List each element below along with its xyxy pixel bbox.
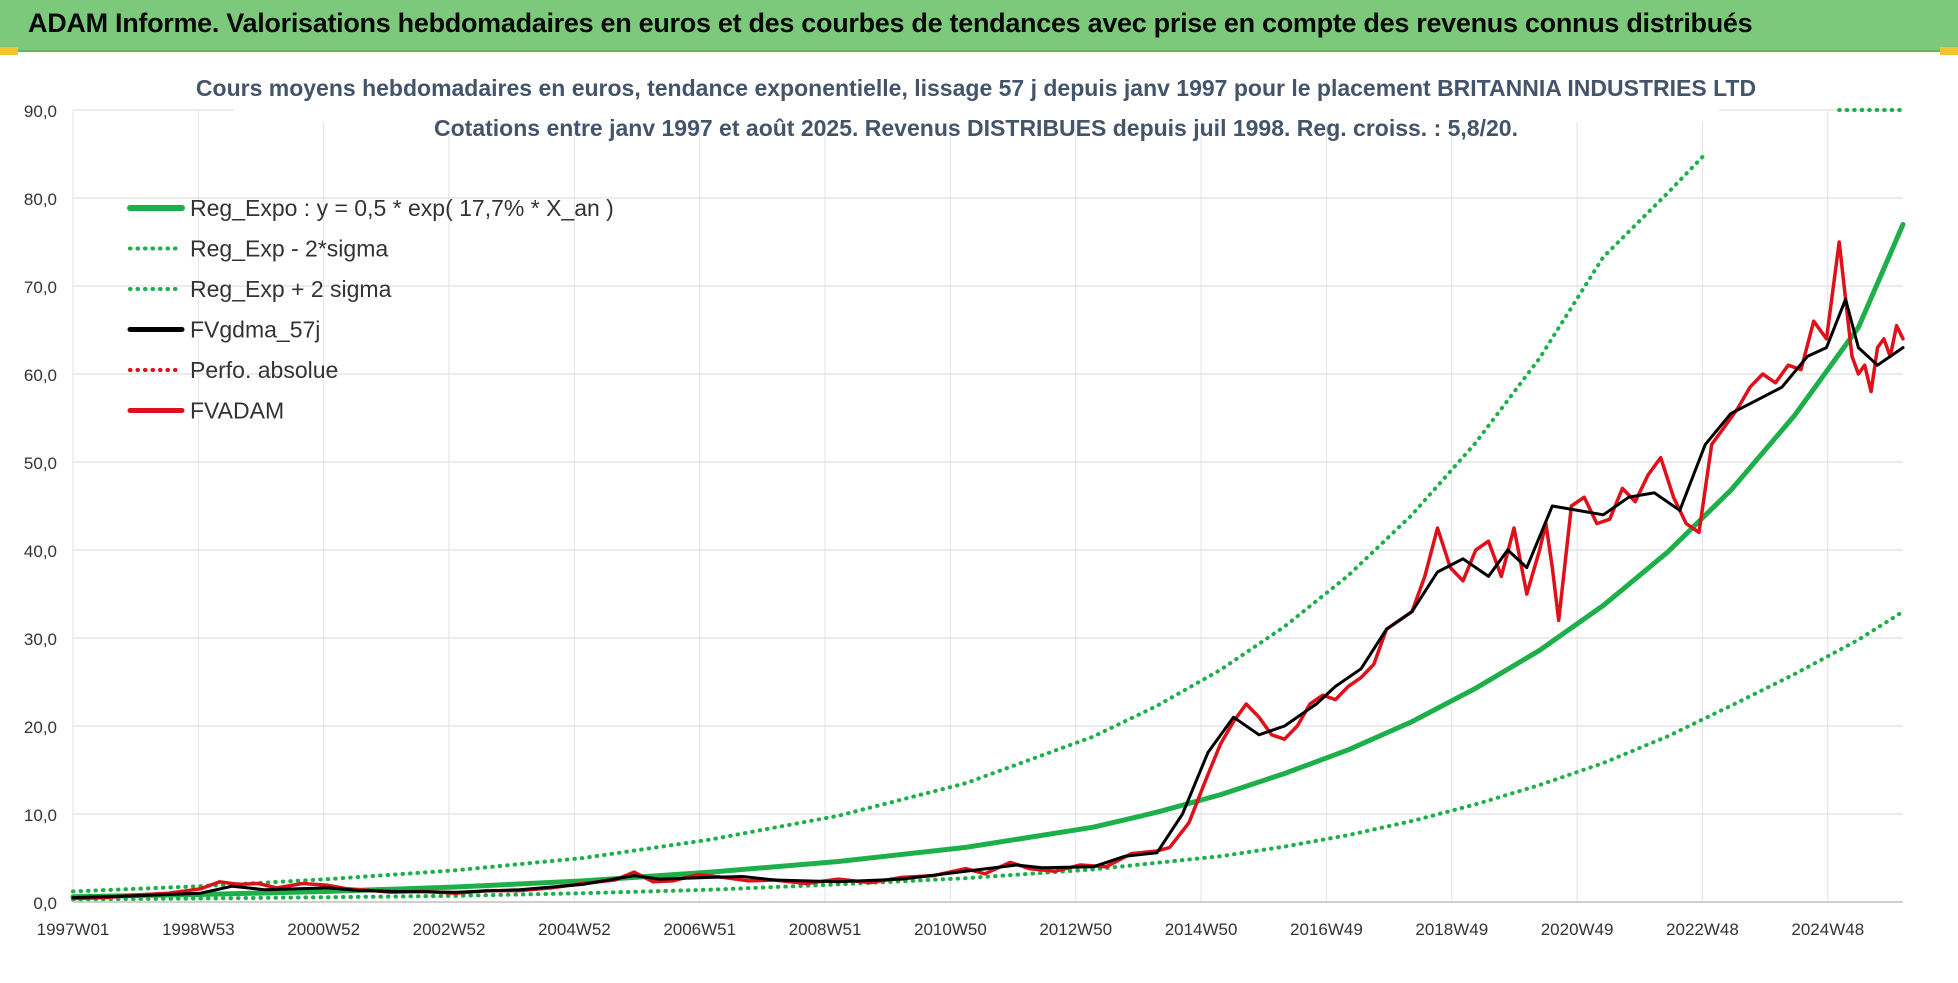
chart-title-line-2: Cotations entre janv 1997 et août 2025. …: [434, 115, 1518, 141]
x-tick-label: 1997W01: [37, 920, 110, 939]
legend-label: FVgdma_57j: [190, 317, 320, 343]
chart-title-line-1: Cours moyens hebdomadaires en euros, ten…: [196, 75, 1756, 101]
x-tick-label: 2012W50: [1039, 920, 1112, 939]
grid-layer: [72, 109, 1903, 902]
y-tick-label: 70,0: [24, 278, 57, 297]
x-tick-label: 2016W49: [1290, 920, 1363, 939]
legend-label: Reg_Expo : y = 0,5 * exp( 17,7% * X_an ): [190, 195, 614, 221]
y-tick-label: 90,0: [24, 102, 57, 121]
series-layer: [70, 108, 1906, 902]
y-tick-label: 30,0: [24, 630, 57, 649]
chart-area: 0,0 10,0 20,0 30,0 40,0 50,0 60,0 70,0 80,0 90,0 1…: [0, 52, 1958, 978]
y-tick-label: 60,0: [24, 366, 57, 385]
y-tick-label: 0,0: [33, 894, 57, 913]
chart-title-background: [234, 62, 1719, 122]
header-bar: ADAM Informe. Valorisations hebdomadaire…: [0, 0, 1958, 52]
legend: Reg_Expo : y = 0,5 * exp( 17,7% * X_an )…: [127, 195, 614, 424]
x-tick-label: 2000W52: [287, 920, 360, 939]
corner-marker-right: [1940, 47, 1958, 55]
x-tick-label: 2018W49: [1415, 920, 1488, 939]
chart-title-block: Cours moyens hebdomadaires en euros, ten…: [196, 62, 1756, 141]
x-tick-label: 2008W51: [789, 920, 862, 939]
x-tick-label: 2024W48: [1791, 920, 1864, 939]
y-tick-label: 40,0: [24, 542, 57, 561]
x-tick-label: 2020W49: [1541, 920, 1614, 939]
x-tick-label: 2006W51: [663, 920, 736, 939]
series-line-4: [71, 297, 1905, 900]
corner-marker-left: [0, 47, 18, 55]
axis-layer: 0,0 10,0 20,0 30,0 40,0 50,0 60,0 70,0 80,0 90,0 1…: [24, 102, 1903, 939]
y-tick-label: 80,0: [24, 190, 57, 209]
x-tick-label: 1998W53: [162, 920, 235, 939]
y-tick-label: 20,0: [24, 718, 57, 737]
line-chart: 0,0 10,0 20,0 30,0 40,0 50,0 60,0 70,0 80,0 90,0 1…: [24, 62, 1906, 939]
y-tick-label: 50,0: [24, 454, 57, 473]
legend-label: Reg_Exp + 2 sigma: [190, 276, 392, 302]
x-tick-label: 2002W52: [413, 920, 486, 939]
page-title: ADAM Informe. Valorisations hebdomadaire…: [28, 8, 1753, 38]
legend-label: Perfo. absolue: [190, 357, 338, 383]
x-tick-label: 2004W52: [538, 920, 611, 939]
y-tick-label: 10,0: [24, 806, 57, 825]
series-line-1: [71, 609, 1905, 902]
series-line-0: [70, 221, 1906, 900]
x-tick-label: 2010W50: [914, 920, 987, 939]
x-tick-label: 2014W50: [1165, 920, 1238, 939]
series-line-6: [71, 240, 1905, 901]
legend-label: Reg_Exp - 2*sigma: [190, 236, 388, 262]
legend-label: FVADAM: [190, 398, 284, 424]
series-line-2: [71, 152, 1708, 894]
x-tick-label: 2022W48: [1666, 920, 1739, 939]
